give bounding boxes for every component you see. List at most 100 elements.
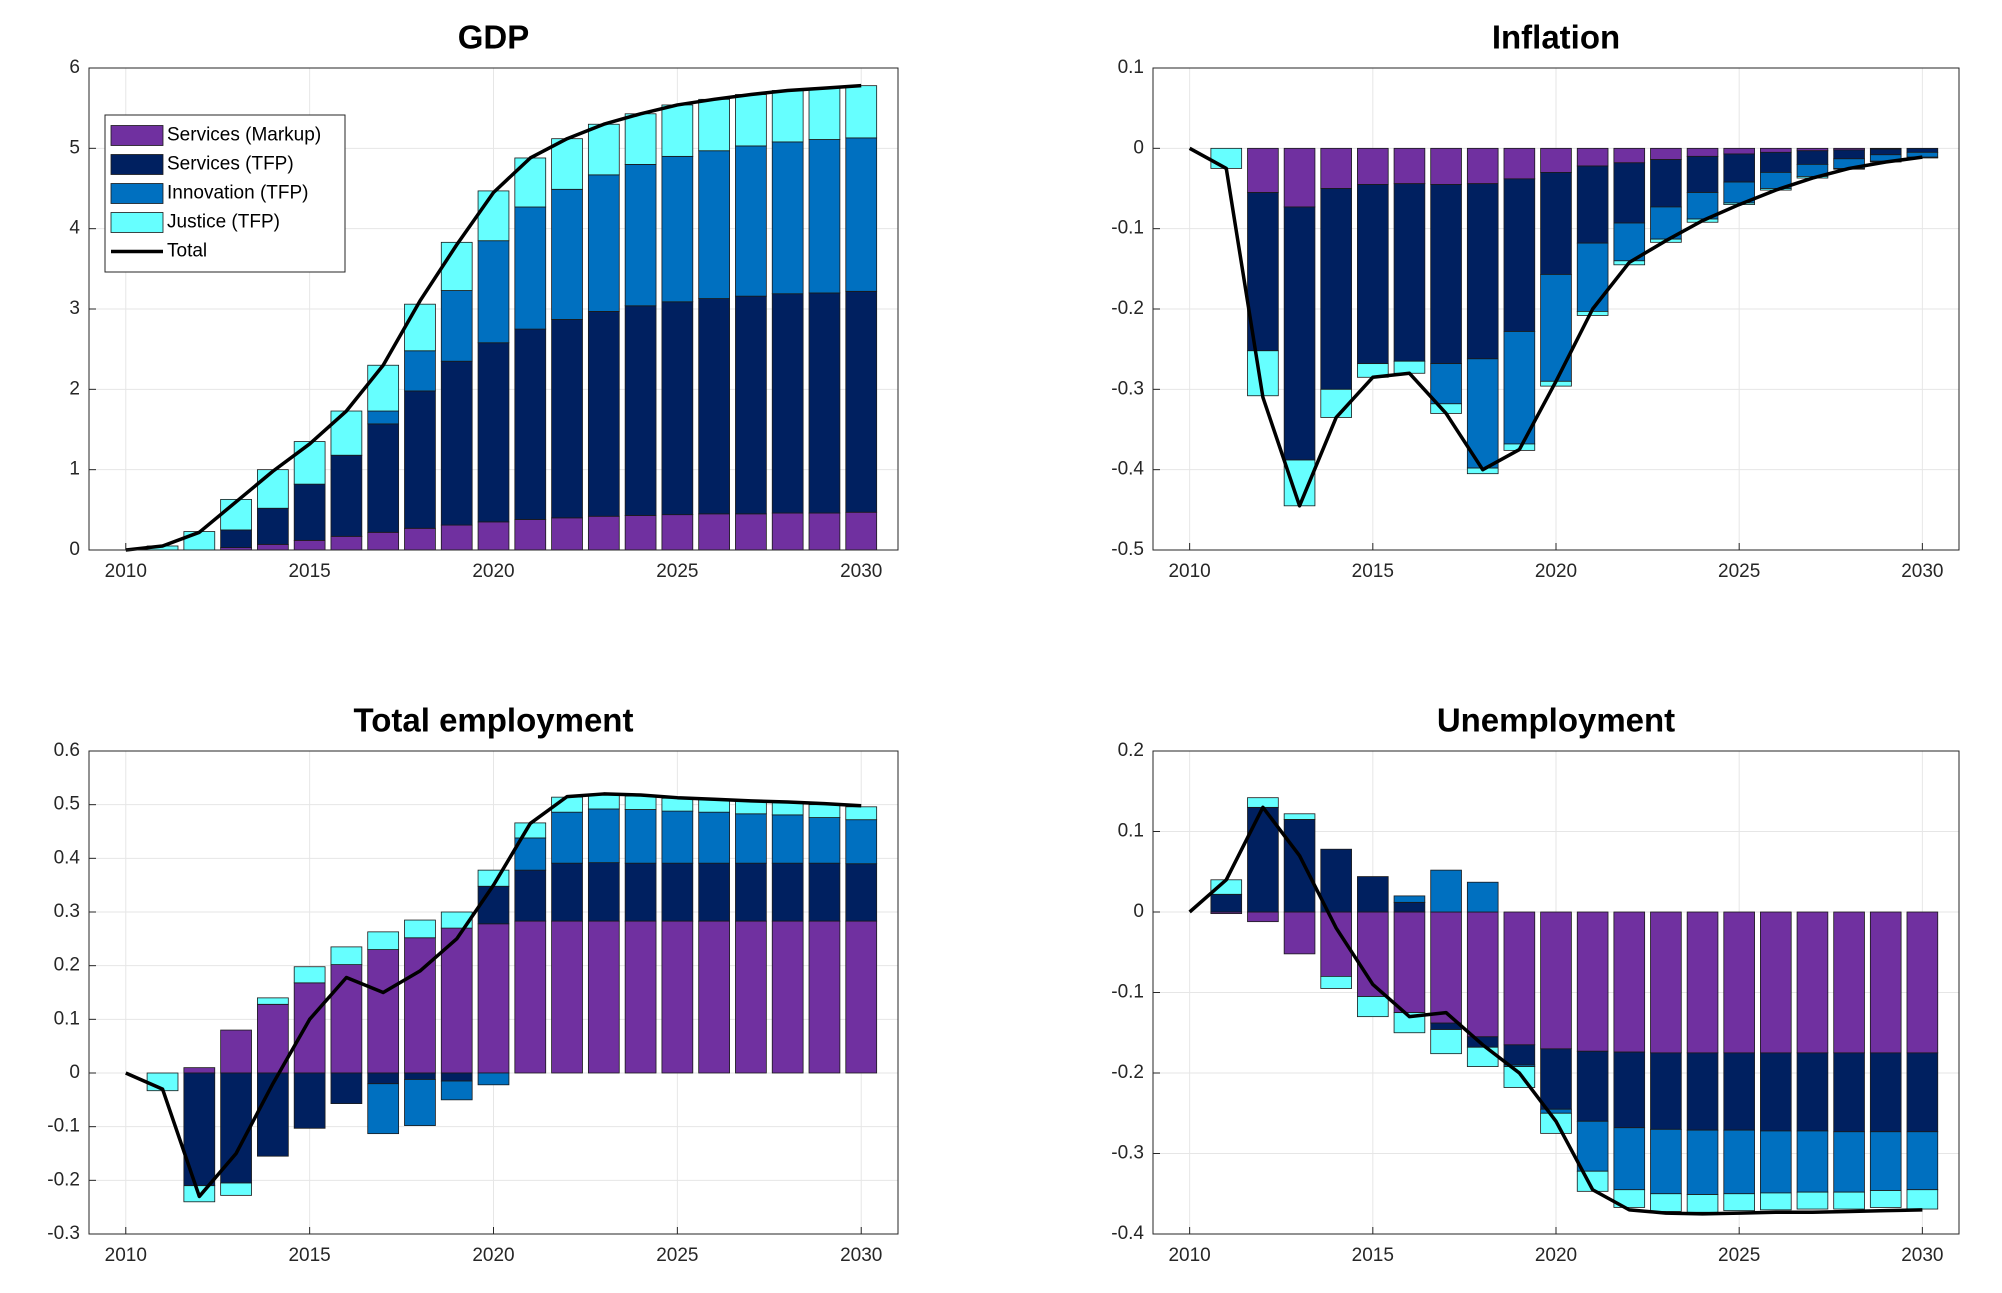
bar-segment	[735, 813, 767, 864]
bar-segment	[661, 797, 694, 812]
legend-swatch	[110, 212, 164, 233]
bar-segment	[514, 328, 547, 520]
bar-segment	[257, 543, 289, 551]
bar-segment	[1393, 895, 1426, 903]
bar-segment	[1283, 813, 1316, 820]
chart-title: GDP	[458, 19, 530, 56]
total-line	[125, 83, 862, 552]
bar-segment	[1540, 1048, 1572, 1110]
bar-segment	[624, 862, 657, 922]
axes-box	[88, 67, 899, 551]
bar-segment	[808, 87, 841, 140]
bar-segment	[1576, 242, 1609, 312]
bar-segment	[367, 931, 400, 950]
bar-segment	[1613, 911, 1646, 1053]
y-tick-label: 0	[1133, 137, 1144, 158]
y-tick-label: -0.2	[1111, 298, 1144, 319]
bar-segment	[1869, 1131, 1902, 1191]
x-tick-label: 2015	[288, 561, 330, 582]
bar-segment	[771, 512, 804, 551]
bar-segment	[808, 804, 841, 818]
bar-segment	[1833, 911, 1865, 1054]
bar-segment	[404, 937, 436, 1074]
bar-segment	[1247, 147, 1279, 193]
bar-segment	[624, 305, 657, 516]
panel: Total employment -0.3 -0.2 -0.1 0 0.1 0.2 0.3 0.…	[47, 702, 899, 1266]
bar-segment	[1357, 184, 1389, 365]
legend-label: Services (TFP)	[167, 154, 294, 175]
bar-segment	[1650, 1128, 1682, 1195]
bar-segment	[477, 885, 510, 925]
bar-segment	[404, 919, 436, 939]
bar-segment	[1650, 911, 1682, 1054]
bar-segment	[440, 290, 473, 362]
x-tick-label: 2020	[1535, 561, 1577, 582]
y-tick-label: 5	[69, 137, 80, 158]
y-tick-label: -0.5	[1111, 539, 1144, 560]
bar-segment	[514, 869, 547, 922]
bar-segment	[1796, 911, 1829, 1054]
y-tick-label: 3	[69, 298, 80, 319]
x-tick-label: 2025	[1718, 561, 1760, 582]
bar-segment	[551, 920, 583, 1074]
bar-segment	[624, 515, 657, 551]
y-tick-label: 0.3	[54, 901, 80, 922]
bar-segment	[514, 206, 547, 330]
bar-segment	[845, 137, 878, 292]
bar-segment	[771, 920, 804, 1074]
bar-segment	[808, 512, 841, 551]
bar-segment	[1576, 911, 1609, 1052]
x-tick-label: 2020	[1535, 1245, 1577, 1266]
bar-segment	[1869, 911, 1902, 1054]
bar-segment	[1613, 1189, 1646, 1208]
bar-segment	[1760, 147, 1792, 153]
bar-segment	[1503, 147, 1536, 180]
bar-segment	[367, 1083, 400, 1135]
bar-segment	[1833, 1052, 1865, 1133]
bar-segment	[1430, 184, 1462, 365]
bar-segment	[1869, 148, 1902, 156]
bar-segment	[624, 795, 657, 810]
axes-box	[1152, 750, 1960, 1235]
bar-segment	[1613, 147, 1646, 164]
axes-box	[1152, 67, 1960, 551]
bar-segment	[404, 390, 436, 529]
bar-segment	[661, 514, 694, 551]
bar-segment	[1210, 147, 1243, 169]
bar-segment	[477, 190, 510, 242]
y-tick-label: 4	[69, 218, 80, 239]
bar-segment	[661, 155, 694, 303]
bar-segment	[1393, 1012, 1426, 1034]
bar-segment	[477, 342, 510, 523]
bar-segment	[735, 145, 767, 297]
x-tick-label: 2030	[1901, 561, 1943, 582]
bar-segment	[1906, 1131, 1939, 1191]
bar-segment	[587, 311, 620, 517]
bar-segment	[1503, 331, 1536, 445]
bar-segment	[514, 920, 547, 1074]
bar-segment	[624, 163, 657, 307]
bar-segment	[587, 862, 620, 922]
x-tick-label: 2030	[1901, 1245, 1943, 1266]
bar-segment	[587, 920, 620, 1074]
bar-segment	[1576, 1120, 1609, 1172]
bar-segment	[587, 808, 620, 864]
bar-segment	[330, 946, 363, 965]
y-tick-label: -0.1	[47, 1116, 80, 1137]
bar-segment	[404, 350, 436, 392]
bar-segment	[1393, 147, 1426, 185]
bar-segment	[845, 863, 878, 922]
bar-segment	[257, 469, 289, 509]
y-tick-label: 0.6	[54, 740, 80, 761]
bar-segment	[808, 817, 841, 864]
bar-segment	[514, 519, 547, 551]
bar-segment	[1430, 1029, 1462, 1055]
x-tick-label: 2030	[840, 561, 882, 582]
bar-segment	[1283, 147, 1316, 208]
bar-segment	[698, 811, 730, 864]
bar-segment	[1723, 147, 1755, 155]
x-tick-label: 2015	[1352, 561, 1394, 582]
x-tick-label: 2020	[472, 561, 514, 582]
bar-segment	[293, 1072, 326, 1129]
bar-segment	[1906, 911, 1939, 1054]
